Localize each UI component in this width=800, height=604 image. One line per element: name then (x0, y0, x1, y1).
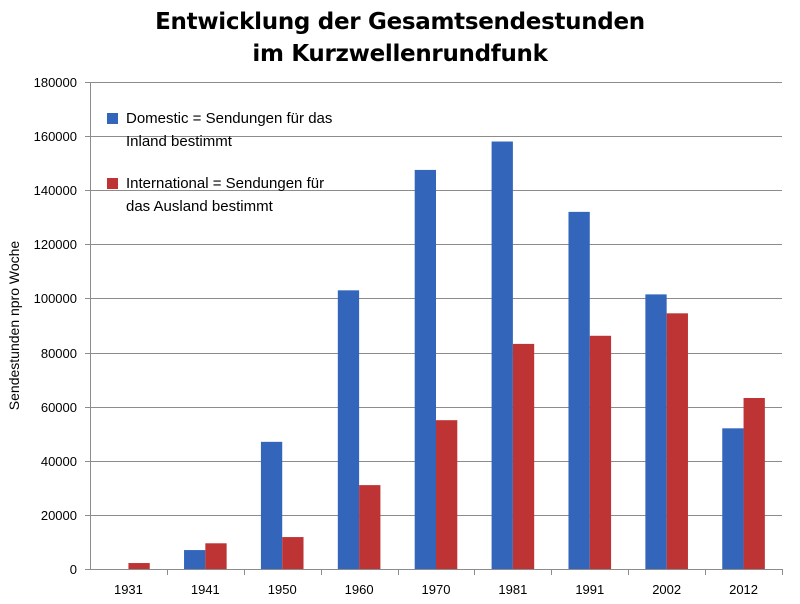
bar-domestic (491, 141, 513, 569)
y-tick-label: 160000 (34, 129, 77, 144)
y-tick-label: 100000 (34, 291, 77, 306)
bar-domestic (645, 294, 667, 569)
y-axis-title: Sendestunden npro Woche (6, 241, 22, 411)
x-tick-label: 2002 (652, 582, 681, 597)
chart-title: Entwicklung der Gesamtsendestunden im Ku… (0, 6, 800, 70)
bar-international (128, 563, 150, 569)
y-tick-label: 120000 (34, 237, 77, 252)
x-tick-label: 1950 (268, 582, 297, 597)
y-tick-label: 0 (70, 562, 77, 577)
bar-domestic (337, 290, 360, 569)
x-tick-label: 1960 (345, 582, 374, 597)
y-tick-label: 180000 (34, 75, 77, 90)
x-tick-label: 1991 (575, 582, 604, 597)
legend-swatch-domestic (107, 113, 118, 124)
legend-label: Inland bestimmt (126, 133, 233, 150)
bar-domestic (722, 428, 744, 569)
bar-international (205, 543, 227, 569)
x-tick-label: 1970 (422, 582, 451, 597)
bar-domestic (184, 550, 206, 569)
bar-domestic (414, 169, 436, 570)
bar-domestic (260, 441, 283, 569)
x-tick-label: 2012 (729, 582, 758, 597)
bar-international (589, 335, 612, 569)
bar-international (512, 343, 535, 569)
legend-label: International = Sendungen für (126, 175, 324, 192)
y-tick-label: 40000 (41, 454, 77, 469)
y-tick-label: 60000 (41, 400, 77, 415)
bar-international (436, 420, 458, 569)
bar-international (359, 485, 381, 569)
bar-domestic (568, 211, 590, 569)
y-tick-label: 20000 (41, 508, 77, 523)
chart-title-line-1: Entwicklung der Gesamtsendestunden (155, 9, 645, 35)
x-tick-label: 1981 (498, 582, 527, 597)
bar-international (666, 313, 688, 569)
x-tick-label: 1941 (191, 582, 220, 597)
x-tick-label: 1931 (114, 582, 143, 597)
legend-swatch-international (107, 178, 118, 189)
y-tick-label: 140000 (34, 183, 77, 198)
bar-international (282, 537, 304, 569)
legend-label: Domestic = Sendungen für das (126, 110, 332, 127)
bar-international (743, 398, 765, 569)
y-tick-label: 80000 (41, 346, 77, 361)
chart-title-line-2: im Kurzwellenrundfunk (252, 41, 548, 67)
legend-label: das Ausland bestimmt (126, 198, 274, 215)
